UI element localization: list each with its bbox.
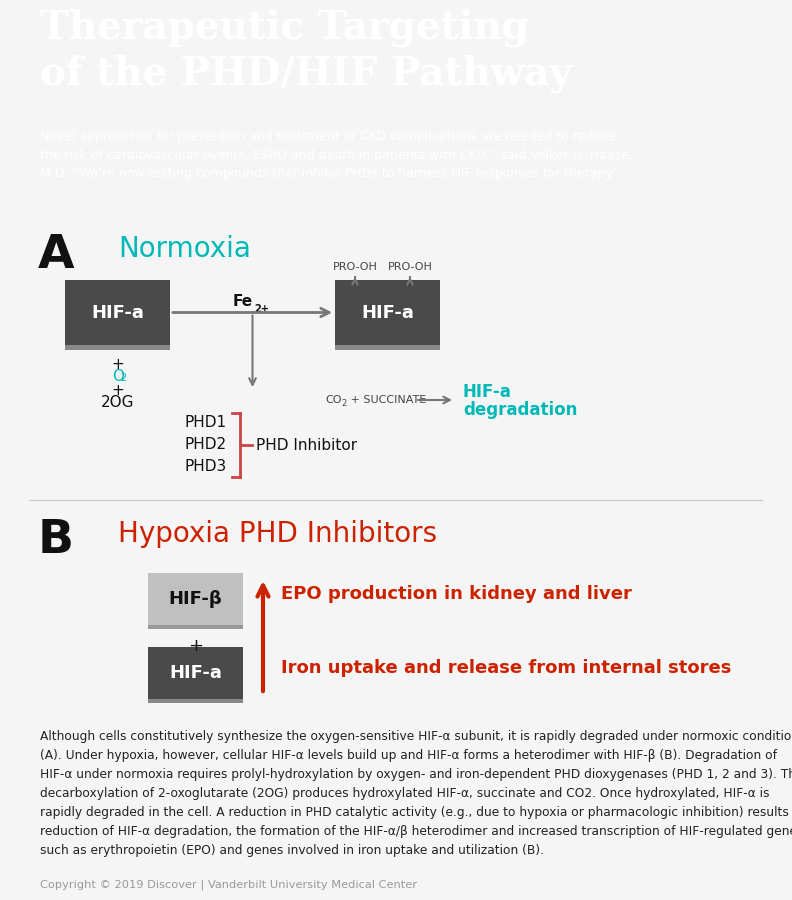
- Text: Normoxia: Normoxia: [118, 235, 251, 263]
- Text: Iron uptake and release from internal stores: Iron uptake and release from internal st…: [281, 659, 731, 677]
- Text: degradation: degradation: [463, 401, 577, 419]
- Text: Fe: Fe: [232, 293, 253, 309]
- Text: 2OG: 2OG: [101, 395, 135, 410]
- Text: +: +: [188, 637, 203, 655]
- Text: A: A: [38, 233, 74, 278]
- Text: B: B: [38, 518, 74, 563]
- Text: 2: 2: [341, 399, 346, 408]
- Bar: [148, 699, 243, 703]
- Text: Hypoxia PHD Inhibitors: Hypoxia PHD Inhibitors: [118, 520, 437, 548]
- Text: Novel approaches for prevention and treatment of CKD complications are needed to: Novel approaches for prevention and trea…: [40, 130, 633, 180]
- Text: Copyright © 2019 Discover | Vanderbilt University Medical Center: Copyright © 2019 Discover | Vanderbilt U…: [40, 879, 417, 890]
- Text: 2: 2: [120, 373, 127, 383]
- Text: PHD Inhibitor: PHD Inhibitor: [256, 437, 357, 453]
- Text: CO: CO: [325, 395, 341, 405]
- Text: HIF-a: HIF-a: [463, 383, 512, 401]
- Text: HIF-a: HIF-a: [91, 303, 144, 321]
- Text: HIF-a: HIF-a: [169, 664, 222, 682]
- Text: Therapeutic Targeting: Therapeutic Targeting: [40, 8, 529, 47]
- Text: PRO-OH: PRO-OH: [387, 262, 432, 272]
- Text: PHD3: PHD3: [185, 459, 227, 474]
- Bar: [65, 345, 170, 350]
- Bar: [148, 625, 243, 629]
- Text: PRO-OH: PRO-OH: [333, 262, 378, 272]
- Text: EPO production in kidney and liver: EPO production in kidney and liver: [281, 585, 632, 603]
- Bar: [335, 280, 440, 345]
- Text: +: +: [111, 357, 124, 372]
- Bar: [335, 345, 440, 350]
- Bar: [148, 573, 243, 625]
- Text: + SUCCINATE: + SUCCINATE: [347, 395, 426, 405]
- Text: PHD2: PHD2: [185, 437, 227, 452]
- Text: +: +: [111, 383, 124, 398]
- Text: HIF-β: HIF-β: [169, 590, 223, 608]
- Text: 2+: 2+: [254, 303, 269, 313]
- Bar: [148, 647, 243, 699]
- Bar: [65, 280, 170, 345]
- Text: Although cells constitutively synthesize the oxygen-sensitive HIF-α subunit, it : Although cells constitutively synthesize…: [40, 730, 792, 857]
- Text: O: O: [112, 369, 124, 384]
- Text: PHD1: PHD1: [185, 415, 227, 430]
- Text: HIF-a: HIF-a: [361, 303, 414, 321]
- Text: of the PHD/HIF Pathway: of the PHD/HIF Pathway: [40, 55, 572, 93]
